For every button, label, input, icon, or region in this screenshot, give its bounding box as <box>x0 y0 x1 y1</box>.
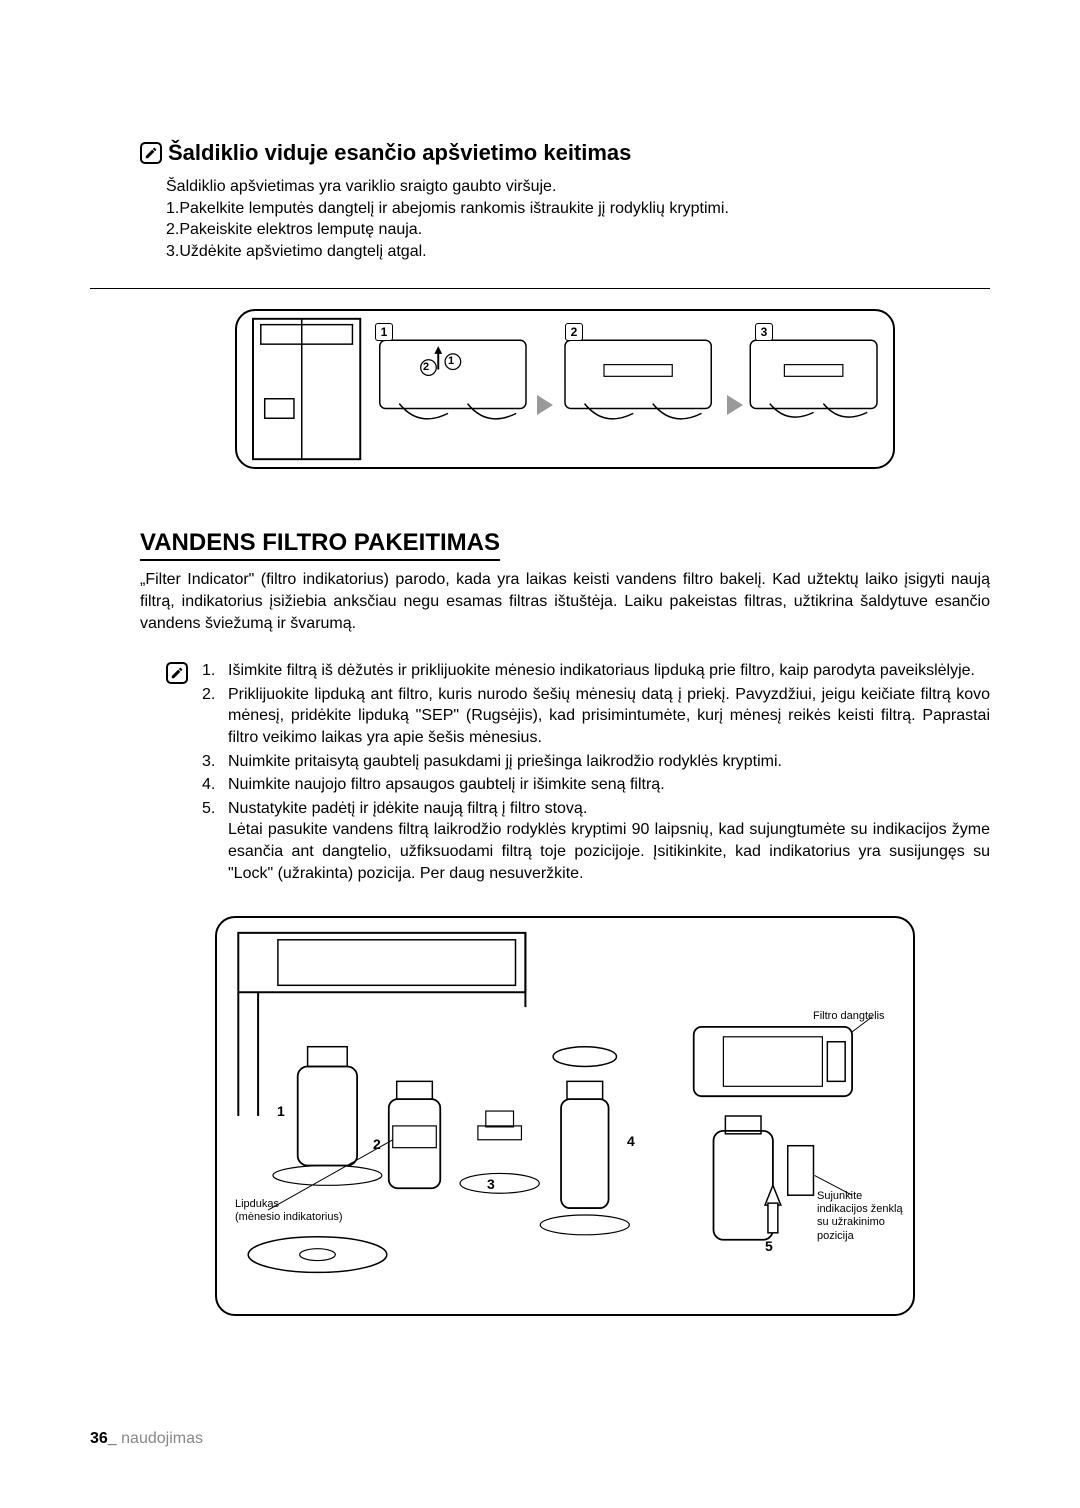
diagram2-num-2: 2 <box>373 1136 381 1152</box>
diagram1-circle-1: 1 <box>448 355 454 367</box>
section2-heading-wrap: VANDENS FILTRO PAKEITIMAS <box>140 529 990 569</box>
diagram1-num-2: 2 <box>565 323 583 341</box>
diagram1: 1 2 3 2 1 <box>235 309 895 469</box>
arrow-right-icon <box>537 395 553 415</box>
diagram1-num-3: 3 <box>755 323 773 341</box>
diagram2-num-1: 1 <box>277 1103 285 1119</box>
list-item: 3.Nuimkite pritaisytą gaubtelį pasukdami… <box>202 751 990 773</box>
diagram2-label-left2: (mėnesio indikatorius) <box>235 1211 343 1224</box>
diagram2-svg <box>217 918 913 1314</box>
section2-title: VANDENS FILTRO PAKEITIMAS <box>140 529 500 561</box>
section1-title: Šaldiklio viduje esančio apšvietimo keit… <box>168 140 631 166</box>
diagram2-label-left1: Lipdukas <box>235 1198 279 1211</box>
section2-note: 1.Išimkite filtrą iš dėžutės ir prikliju… <box>166 660 990 886</box>
diagram2-num-4: 4 <box>627 1133 635 1149</box>
diagram1-circle-2: 2 <box>423 361 429 373</box>
section1-heading-row: Šaldiklio viduje esančio apšvietimo keit… <box>140 140 990 166</box>
section1-p1: 1.Pakelkite lemputės dangtelį ir abejomi… <box>166 198 990 220</box>
diagram2-num-5: 5 <box>765 1238 773 1254</box>
pencil-icon <box>140 142 162 164</box>
list-item: 4.Nuimkite naujojo filtro apsaugos gaubt… <box>202 774 990 796</box>
section1-p3: 3.Uždėkite apšvietimo dangtelį atgal. <box>166 241 990 263</box>
section1-p0: Šaldiklio apšvietimas yra variklio sraig… <box>166 176 990 198</box>
pencil-icon <box>166 662 188 684</box>
section1-body: Šaldiklio apšvietimas yra variklio sraig… <box>166 176 990 262</box>
divider <box>90 288 990 289</box>
section1-p2: 2.Pakeiskite elektros lemputę nauja. <box>166 219 990 241</box>
arrow-right-icon <box>727 395 743 415</box>
diagram2-num-3: 3 <box>487 1176 495 1192</box>
list-item: 1.Išimkite filtrą iš dėžutės ir prikliju… <box>202 660 990 682</box>
list-item: 2.Priklijuokite lipduką ant filtro, kuri… <box>202 684 990 749</box>
diagram2: 1 2 3 4 5 Lipdukas (mėnesio indikatorius… <box>215 916 915 1316</box>
list-item: 5.Nustatykite padėtį ir įdėkite naują fi… <box>202 798 990 884</box>
diagram1-num-1: 1 <box>375 323 393 341</box>
page-footer: 36_ naudojimas <box>90 1430 203 1448</box>
diagram2-label-topright: Filtro dangtelis <box>813 1010 885 1023</box>
section2-intro: „Filter Indicator" (filtro indikatorius)… <box>140 569 990 634</box>
footer-label: naudojimas <box>117 1430 203 1447</box>
pencil-icon-wrap <box>166 660 188 886</box>
page-number: 36_ <box>90 1430 117 1447</box>
section2-list: 1.Išimkite filtrą iš dėžutės ir prikliju… <box>202 660 990 886</box>
diagram2-label-right: Sujunkite indikacijos ženklą su užrakini… <box>817 1190 912 1243</box>
